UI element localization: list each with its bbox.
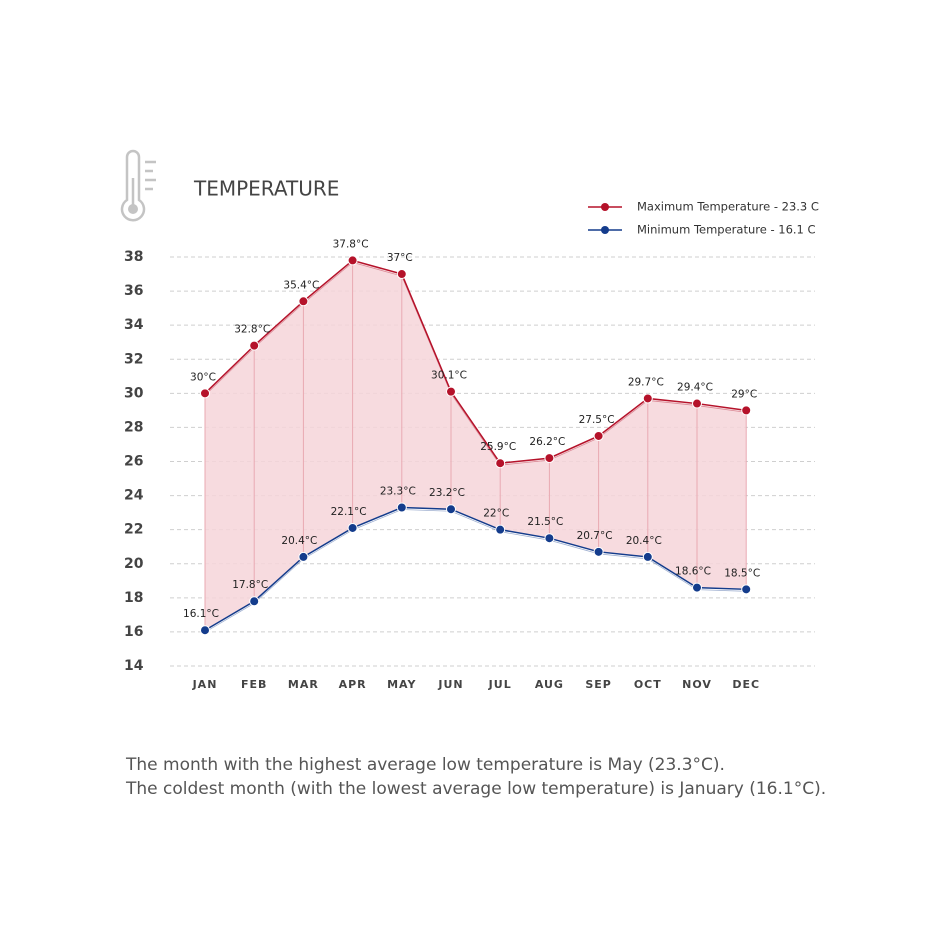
y-tick-label: 38 [124,249,143,265]
data-label: 20.4°C [626,535,662,547]
data-point [741,584,752,595]
data-label: 29.4°C [677,382,713,394]
x-tick-label: OCT [634,678,662,691]
data-point [593,430,604,441]
data-point [544,533,555,544]
x-tick-label: NOV [682,678,712,691]
x-tick-label: JAN [192,678,218,691]
y-tick-label: 34 [124,317,144,333]
y-tick-label: 22 [124,522,143,538]
legend-label: Maximum Temperature - 23.3 C [637,200,819,214]
data-point [347,255,358,266]
y-tick-label: 18 [124,590,143,606]
y-tick-label: 20 [124,556,144,572]
series-line [204,506,747,631]
data-label: 30.1°C [431,370,467,382]
data-label: 17.8°C [232,579,268,591]
series-line-shadow [204,261,747,466]
data-label: 30°C [190,371,216,383]
x-tick-label: JUL [488,678,512,691]
x-tick-label: FEB [241,678,267,691]
x-tick-label: JUN [437,678,463,691]
y-tick-label: 14 [124,658,144,674]
data-point [544,453,555,464]
data-label: 27.5°C [579,414,615,426]
annotation: The coldest month (with the lowest avera… [125,779,826,799]
data-label: 23.3°C [380,486,416,498]
data-point [249,596,260,607]
data-label: 26.2°C [529,436,565,448]
y-tick-label: 32 [124,351,143,367]
data-point [347,522,358,533]
data-point [692,398,702,409]
data-point [446,386,456,397]
data-point [200,625,210,636]
annotation: The month with the highest average low t… [125,755,725,775]
y-tick-label: 36 [124,283,143,299]
x-tick-label: AUG [535,678,564,691]
legend-label: Minimum Temperature - 16.1 C [637,223,816,237]
data-point [298,551,309,562]
x-tick-label: DEC [732,678,760,691]
data-label: 23.2°C [429,487,465,499]
data-label: 35.4°C [283,279,319,291]
data-point [446,504,456,515]
y-tick-label: 30 [124,385,144,401]
data-point [495,524,506,535]
data-point [495,458,506,469]
data-point [249,340,260,351]
thermometer-icon [120,149,156,222]
data-label: 37°C [387,252,413,264]
y-tick-label: 26 [124,454,143,470]
data-label: 20.4°C [281,535,317,547]
data-point [200,388,210,399]
x-tick-label: MAR [288,678,319,691]
data-label: 25.9°C [480,441,516,453]
data-point [396,502,407,513]
data-label: 18.5°C [724,567,760,579]
y-tick-label: 24 [124,488,144,504]
data-point [396,269,407,280]
y-tick-label: 16 [124,624,143,640]
series-line-shadow [204,509,747,633]
legend-marker [601,226,609,234]
data-label: 16.1°C [183,608,219,620]
data-label: 29.7°C [628,376,664,388]
data-label: 32.8°C [234,324,270,336]
x-tick-label: SEP [585,678,612,691]
data-point [642,551,653,562]
data-point [692,582,702,593]
data-point [642,393,653,404]
data-label: 37.8°C [333,238,369,250]
data-label: 18.6°C [675,566,711,578]
x-tick-label: MAY [387,678,416,691]
data-label: 29°C [731,388,757,400]
series-line [204,259,747,464]
chart-title: TEMPERATURE [193,177,339,201]
data-label: 22°C [483,508,509,520]
data-point [593,546,604,557]
legend-marker [601,203,609,211]
data-label: 20.7°C [577,530,613,542]
range-area [205,260,747,631]
y-tick-label: 28 [124,419,143,435]
data-point [741,405,752,416]
data-label: 22.1°C [331,506,367,518]
data-label: 21.5°C [527,516,563,528]
data-point [298,296,309,307]
x-tick-label: APR [339,678,367,691]
